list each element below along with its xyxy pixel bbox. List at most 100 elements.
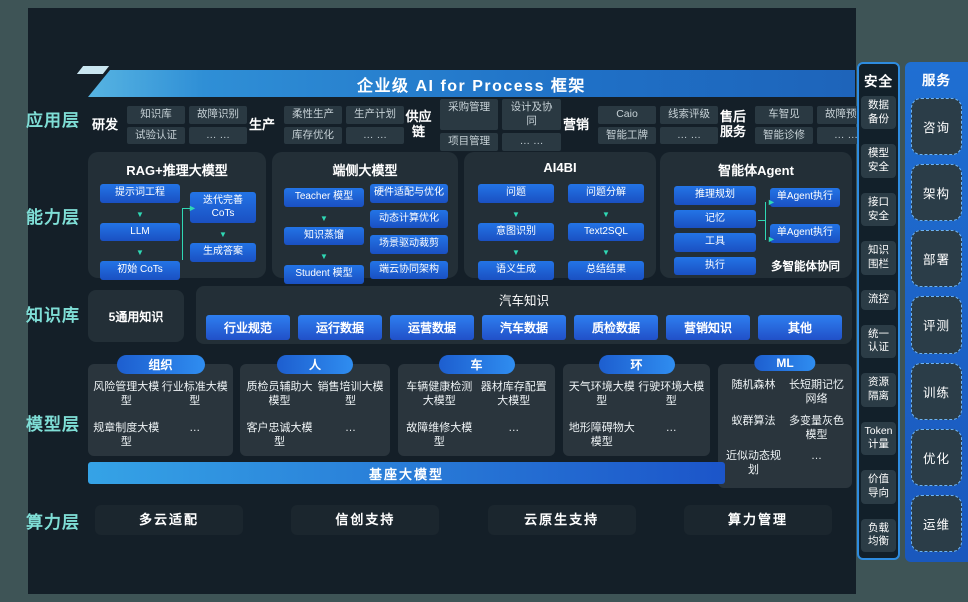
layer-label-knowledge: 知识库 (26, 306, 80, 325)
flow-node: 提示词工程 (100, 184, 180, 203)
connector-arrow-icon: ► (767, 197, 776, 207)
connector-elbow (182, 208, 192, 260)
layer-label-compute: 算力层 (26, 513, 80, 532)
flow-arrow-icon (512, 205, 520, 221)
capability-node: 硬件适配与优化 (370, 184, 448, 203)
model-group-pill: ML (754, 355, 816, 371)
layer-label-capability: 能力层 (26, 208, 80, 227)
model-cell: 蚁群算法 (731, 414, 776, 427)
capability-node: 端云协同架构 (370, 260, 448, 279)
flow-arrow-icon (602, 243, 610, 259)
model-group-pill: 人 (276, 355, 354, 374)
model-cell: 规章制度大模型 (93, 421, 160, 448)
auto-knowledge-box: 汽车知识 行业规范 运行数据 运营数据 汽车数据 质检数据 营销知识 其他 (196, 286, 852, 344)
capability-box-title: AI4BI (543, 160, 577, 175)
capability-box-ai4bi: AI4BI 问题意图识别语义生成复杂度判别 问题分解Text2SQL总结结果图展… (464, 152, 656, 318)
app-item: 车智见 (755, 105, 813, 124)
model-cell: 天气环境大模型 (568, 381, 635, 408)
layer-label-application: 应用层 (26, 111, 80, 130)
app-item: 库存优化 (284, 126, 342, 145)
app-item: 生产计划 (346, 105, 404, 124)
app-item: 故障识别 (189, 105, 247, 124)
capability-box-title: 端侧大模型 (332, 163, 398, 178)
model-cell: 地形障碍物大模型 (568, 421, 635, 448)
general-knowledge-box: 5通用知识 (88, 290, 184, 342)
capability-box-title: RAG+推理大模型 (126, 163, 228, 178)
app-group-supply-chain: 供应链 采购管理 设计及协同 项目管理… … (404, 99, 561, 151)
app-group-items: 采购管理 设计及协同 项目管理… … (440, 99, 561, 151)
base-model-bar: 基座大模型 (88, 462, 725, 484)
flow-arrow-icon (320, 247, 328, 263)
security-item: 接口安全 (861, 192, 896, 227)
security-column-title: 安全 (864, 74, 893, 89)
agent-exec-node: 单Agent执行 (770, 224, 840, 243)
model-cell: 行业标准大模型 (161, 381, 228, 408)
app-item: 设计及协同 (502, 99, 561, 131)
rag-flow-left: 提示词工程 LLM 初始 CoTs (100, 184, 180, 280)
app-group-name: 售后服务 (719, 109, 746, 139)
app-group-name: 供应链 (405, 109, 432, 139)
knowledge-button: 运营数据 (390, 315, 474, 340)
model-cell: … (665, 421, 677, 434)
capability-node: 动态计算优化 (370, 209, 448, 228)
app-item: … … (502, 133, 561, 151)
agent-component-node: 执行 (674, 256, 756, 275)
model-grid: 质检员辅助大模型 销售培训大模型 客户忠诚大模型… (240, 364, 390, 449)
layer-label-model: 模型层 (26, 415, 80, 434)
service-items: 咨询 架构 部署 评测 训练 优化 运维 (911, 98, 962, 552)
main-panel: 企业级 AI for Process 框架 研发 知识库 故障识别 试验认证… … … (28, 8, 875, 594)
multi-agent-caption: 多智能体协同 (771, 261, 840, 273)
flow-node: 问题分解 (568, 184, 644, 203)
security-item: 价值导向 (861, 470, 896, 504)
model-group-ml: ML 随机森林 长短期记忆网络 蚁群算法 多变量灰色模型 近似动态规划… (718, 355, 852, 488)
app-group-name: 生产 (248, 116, 275, 132)
app-item: … … (346, 126, 404, 145)
auto-knowledge-title: 汽车知识 (498, 294, 549, 308)
connector-line (765, 202, 766, 240)
security-item: 统一认证 (861, 324, 896, 359)
model-cell: 行驶环境大模型 (638, 381, 705, 408)
app-group-marketing: 营销 Caio 线索评级 智能工牌… … (561, 105, 718, 145)
model-cell: 质检员辅助大模型 (246, 381, 313, 408)
capability-box-title: 智能体Agent (718, 163, 794, 178)
model-group-organization: 组织 风险管理大模型 行业标准大模型 规章制度大模型… (88, 355, 233, 456)
compute-layer-row: 多云适配 信创支持 云原生支持 算力管理 (95, 505, 832, 535)
service-item: 运维 (911, 494, 962, 552)
app-group-items: Caio 线索评级 智能工牌… … (598, 105, 718, 145)
flow-node: Teacher 模型 (284, 188, 364, 207)
model-cell: … (345, 421, 356, 434)
agent-component-node: 推理规划 (674, 186, 756, 205)
security-item: 资源隔离 (861, 373, 896, 407)
security-item: 知识围栏 (861, 241, 896, 275)
service-item: 架构 (911, 164, 962, 222)
model-group-pill: 环 (598, 355, 675, 374)
flow-node: 迭代完善 CoTs (190, 192, 256, 223)
app-item: 线索评级 (660, 105, 718, 124)
model-grid: 风险管理大模型 行业标准大模型 规章制度大模型… (88, 364, 233, 449)
connector-line (758, 220, 766, 221)
flow-arrow-icon (320, 209, 328, 225)
security-item: Token计量 (861, 421, 896, 456)
flow-arrow-icon (602, 205, 610, 221)
capability-box-agent: 智能体Agent 推理规划 记忆 工具 执行 单Agent执行 单Agent执行 ► … (660, 152, 852, 278)
security-item: 负载均衡 (861, 518, 896, 552)
service-item: 训练 (911, 362, 962, 420)
capability-box-edge: 端侧大模型 Teacher 模型知识蒸馏 Student 模型 硬件适配与优化动态… (272, 152, 458, 284)
framework-banner: 企业级 AI for Process 框架 (88, 70, 855, 97)
service-item: 部署 (911, 230, 962, 288)
capability-node: 场景驱动裁剪 (370, 235, 448, 254)
security-column: 安全 数据备份 模型安全 接口安全 知识围栏 流控 统一认证 资源隔离 Token计量 价值导向… (857, 62, 900, 560)
service-column-title: 服务 (922, 73, 951, 88)
model-group-vehicle: 车 车辆健康检测大模型 器材库存配置大模型 故障维修大模型… (398, 355, 555, 456)
model-cell: 风险管理大模型 (93, 381, 160, 408)
model-group-environment: 环 天气环境大模型 行驶环境大模型 地形障碍物大模型 … (563, 355, 710, 456)
app-item: 智能诊修 (755, 126, 813, 145)
app-group-after-sales: 售后服务 车智见 故障预警 智能诊修… … (718, 105, 875, 145)
app-item: … … (660, 126, 718, 145)
knowledge-buttons: 行业规范 运行数据 运营数据 汽车数据 质检数据 营销知识 其他 (196, 309, 852, 340)
edge-flow-left: Teacher 模型知识蒸馏 Student 模型 (284, 188, 364, 284)
knowledge-button: 行业规范 (206, 315, 290, 340)
model-grid: 天气环境大模型 行驶环境大模型 地形障碍物大模型 … (563, 364, 710, 449)
flow-node: Text2SQL (568, 222, 644, 241)
